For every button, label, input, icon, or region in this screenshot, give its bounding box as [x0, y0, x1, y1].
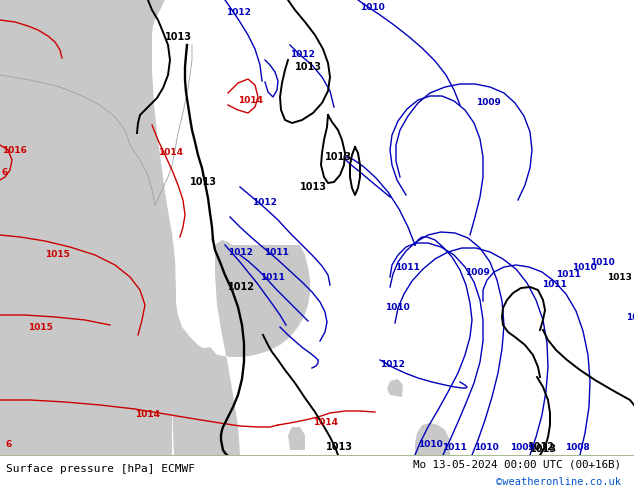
Text: 1009: 1009	[476, 98, 501, 107]
Text: 10: 10	[626, 313, 634, 322]
Text: 1010: 1010	[418, 440, 443, 449]
Text: 1010: 1010	[590, 258, 615, 267]
Text: 1011: 1011	[260, 273, 285, 282]
Text: 1013: 1013	[607, 273, 632, 282]
Text: 1013: 1013	[295, 62, 322, 72]
Polygon shape	[387, 379, 403, 397]
Text: 1016: 1016	[2, 146, 27, 155]
Text: 1013: 1013	[325, 152, 352, 162]
Text: 1012: 1012	[228, 248, 253, 257]
Text: 1008: 1008	[565, 443, 590, 452]
Text: 1010: 1010	[385, 303, 410, 312]
Text: 1013: 1013	[165, 32, 192, 42]
Text: 1014: 1014	[238, 96, 263, 105]
Text: 1010: 1010	[474, 443, 499, 452]
Text: 1010: 1010	[360, 3, 385, 12]
Text: 1013: 1013	[300, 182, 327, 192]
Text: 1012: 1012	[252, 198, 277, 207]
Text: 1014: 1014	[313, 418, 338, 427]
Text: 1011: 1011	[264, 248, 289, 257]
Text: 1014: 1014	[158, 148, 183, 157]
Text: Surface pressure [hPa] ECMWF: Surface pressure [hPa] ECMWF	[6, 464, 195, 474]
Text: 1011: 1011	[395, 263, 420, 272]
Text: 1010: 1010	[572, 263, 597, 272]
Text: 1015: 1015	[28, 323, 53, 332]
Text: 1014: 1014	[135, 410, 160, 419]
Text: 1015: 1015	[45, 250, 70, 259]
Text: 1009: 1009	[465, 268, 490, 277]
Text: 1013: 1013	[530, 444, 557, 454]
Polygon shape	[196, 347, 217, 367]
Text: Mo 13-05-2024 00:00 UTC (00+16B): Mo 13-05-2024 00:00 UTC (00+16B)	[413, 460, 621, 470]
Text: 1013: 1013	[326, 442, 353, 452]
Polygon shape	[155, 240, 310, 455]
Text: 1012: 1012	[228, 282, 255, 292]
Polygon shape	[288, 427, 305, 450]
Text: 1013: 1013	[190, 177, 217, 187]
Text: 1012: 1012	[290, 50, 315, 59]
Text: 1012: 1012	[380, 360, 405, 369]
Text: 1011: 1011	[542, 280, 567, 289]
Polygon shape	[0, 0, 176, 455]
Polygon shape	[415, 423, 450, 455]
Polygon shape	[0, 0, 176, 455]
Text: ©weatheronline.co.uk: ©weatheronline.co.uk	[496, 477, 621, 487]
Text: 6: 6	[1, 168, 7, 177]
Text: 6: 6	[5, 440, 11, 449]
Text: 1012: 1012	[528, 442, 555, 452]
Text: 1011: 1011	[556, 270, 581, 279]
Text: 1012: 1012	[226, 8, 251, 17]
Text: 1009: 1009	[510, 443, 535, 452]
Text: 1011: 1011	[442, 443, 467, 452]
